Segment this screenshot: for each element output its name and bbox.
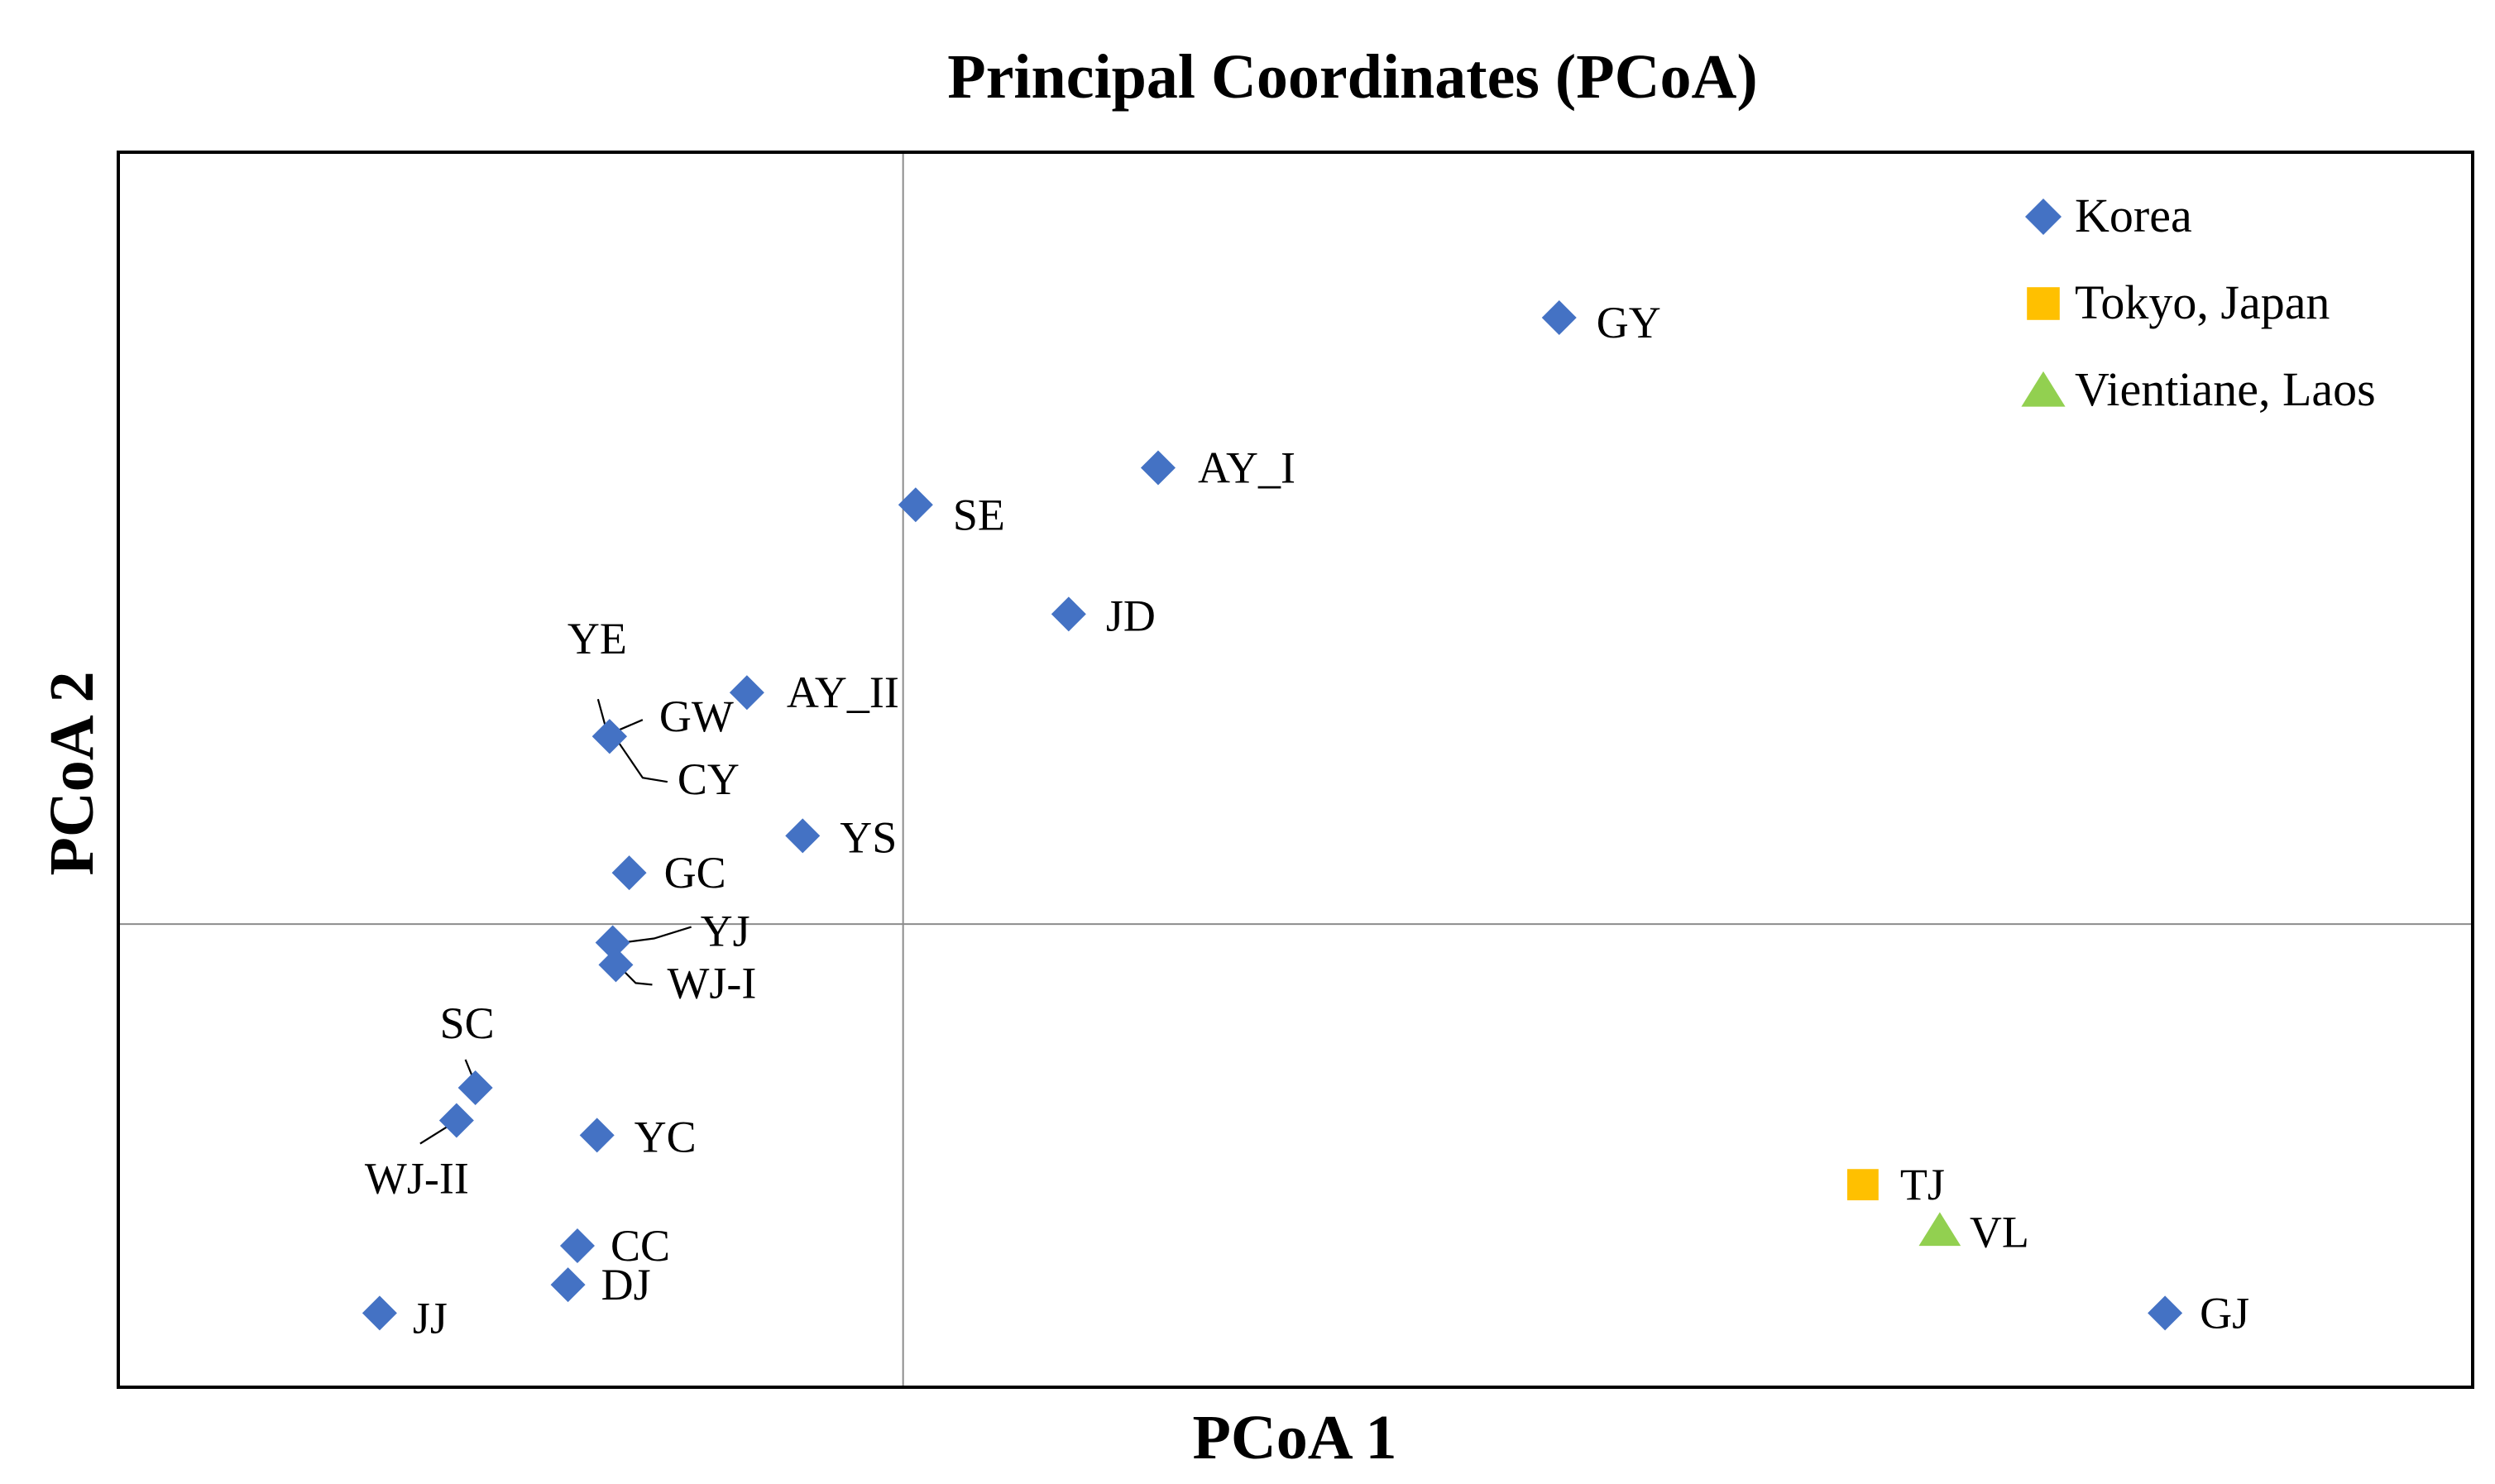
- leader-wj-i: [623, 970, 653, 986]
- legend: Korea Tokyo, Japan Vientiane, Laos: [2021, 189, 2376, 416]
- label-yc: YC: [635, 1112, 697, 1161]
- label-sc: SC: [440, 998, 495, 1048]
- point-ys: [785, 818, 821, 854]
- point-cc: [559, 1228, 595, 1264]
- point-jj: [362, 1295, 397, 1331]
- legend-marker-korea: [2025, 199, 2062, 235]
- leader-wj-ii: [419, 1126, 448, 1145]
- point-gy: [1541, 300, 1577, 336]
- point-yc: [579, 1118, 615, 1153]
- label-cy: CY: [678, 754, 740, 804]
- plot-frame: [117, 151, 2474, 1389]
- x-axis-label: PCoA 1: [1193, 1403, 1397, 1472]
- label-gw: GW: [659, 692, 734, 741]
- leader-gw: [619, 719, 644, 731]
- point-dj: [550, 1267, 586, 1303]
- point-wj-ii: [438, 1103, 474, 1138]
- zero-lines: [118, 152, 2473, 1387]
- chart-title: Principal Coordinates (PCoA): [947, 42, 1757, 112]
- label-yj: YJ: [701, 907, 750, 956]
- point-wj-i: [598, 947, 634, 983]
- legend-label-korea: Korea: [2075, 189, 2192, 242]
- leader-yj: [622, 926, 692, 944]
- point-gc: [611, 855, 647, 891]
- label-gj: GJ: [2200, 1288, 2249, 1338]
- label-cc: CC: [611, 1221, 670, 1271]
- point-ay-i: [1140, 450, 1176, 486]
- label-tj: TJ: [1900, 1160, 1945, 1209]
- legend-label-tokyo-japan: Tokyo, Japan: [2075, 275, 2330, 329]
- point-sc: [457, 1070, 493, 1105]
- point-jd: [1051, 596, 1086, 632]
- point-vl: [1918, 1212, 1961, 1247]
- y-axis-label: PCoA 2: [37, 672, 107, 876]
- label-dj: DJ: [601, 1260, 651, 1309]
- legend-marker-vientiane-laos: [2021, 371, 2066, 407]
- point-tj: [1846, 1169, 1879, 1201]
- point-gj: [2148, 1295, 2183, 1331]
- point-yj: [595, 925, 630, 960]
- label-jd: JD: [1106, 591, 1156, 640]
- point-ay-ii: [729, 675, 764, 711]
- label-ye: YE: [567, 614, 627, 663]
- point-cy: [591, 719, 627, 754]
- label-vl: VL: [1970, 1207, 2029, 1257]
- label-gy: GY: [1597, 298, 1661, 347]
- legend-marker-tokyo-japan: [2027, 287, 2060, 320]
- leader-cy: [616, 740, 668, 783]
- legend-label-vientiane-laos: Vientiane, Laos: [2075, 362, 2376, 416]
- point-se: [898, 487, 933, 523]
- label-wj-ii: WJ-II: [365, 1154, 469, 1204]
- label-ay-i: AY_I: [1198, 443, 1295, 492]
- label-jj: JJ: [413, 1293, 448, 1343]
- label-ys: YS: [840, 812, 897, 862]
- label-se: SE: [953, 490, 1005, 539]
- label-gc: GC: [664, 848, 726, 898]
- leader-ye: [596, 698, 606, 727]
- label-ay-ii: AY_II: [787, 668, 899, 717]
- label-wj-i: WJ-I: [667, 958, 756, 1008]
- data-markers: [362, 300, 2183, 1331]
